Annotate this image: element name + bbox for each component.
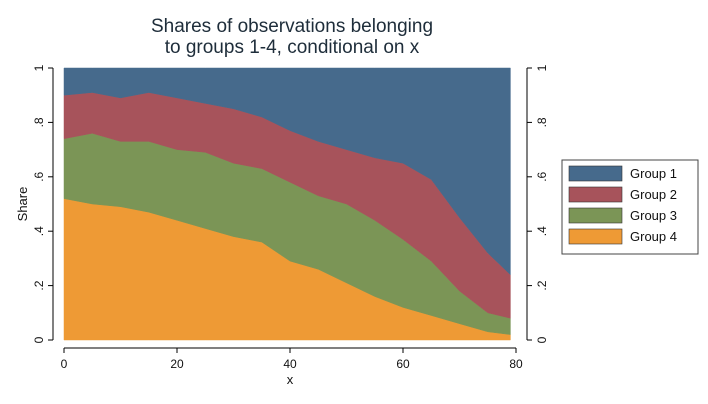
- legend-label-group-3: Group 3: [630, 208, 677, 223]
- stacked-areas: [63, 67, 511, 341]
- y-tick-label-left-5: 1: [32, 64, 46, 71]
- legend-label-group-2: Group 2: [630, 187, 677, 202]
- x-tick-label-80: 80: [509, 357, 523, 371]
- y-tick-label-right-4: .8: [535, 117, 549, 127]
- y-axis-title: Share: [15, 187, 30, 222]
- axes: 0 20 40 60 80 0 0 .2 .2 .4 .4 .6 .6 .8 .8 1 1 x Share: [15, 64, 549, 387]
- y-tick-label-right-5: 1: [535, 64, 549, 71]
- area-group-1: [63, 67, 511, 276]
- x-tick-label-20: 20: [170, 357, 184, 371]
- legend-label-group-4: Group 4: [630, 229, 677, 244]
- chart-title-line-2: to groups 1-4, conditional on x: [165, 37, 420, 58]
- legend-label-group-1: Group 1: [630, 166, 677, 181]
- legend-swatch-group-4: [568, 228, 623, 245]
- x-axis-title: x: [287, 372, 294, 387]
- y-tick-label-left-3: .6: [32, 171, 46, 181]
- legend-swatch-group-1: [568, 165, 623, 182]
- legend-swatch-group-3: [568, 207, 623, 224]
- y-tick-label-right-0: 0: [535, 336, 549, 343]
- x-tick-label-0: 0: [61, 357, 68, 371]
- x-tick-label-60: 60: [396, 357, 410, 371]
- y-tick-label-left-2: .4: [32, 226, 46, 236]
- legend-swatch-group-2: [568, 186, 623, 203]
- legend: Group 1 Group 2 Group 3 Group 4: [561, 159, 699, 255]
- chart-title-line-1: Shares of observations belonging: [151, 16, 433, 37]
- y-tick-label-right-2: .4: [535, 226, 549, 236]
- x-tick-label-40: 40: [283, 357, 297, 371]
- y-tick-label-left-4: .8: [32, 117, 46, 127]
- y-tick-label-left-1: .2: [32, 280, 46, 290]
- y-tick-label-left-0: 0: [32, 336, 46, 343]
- y-tick-label-right-3: .6: [535, 171, 549, 181]
- y-tick-label-right-1: .2: [535, 280, 549, 290]
